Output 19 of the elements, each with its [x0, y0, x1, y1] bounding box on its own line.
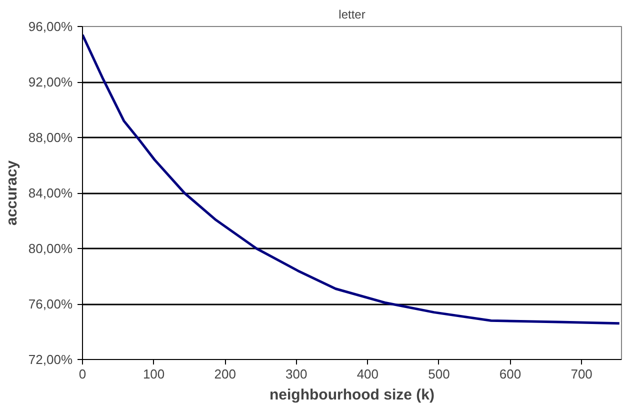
y-tick-label: 92,00% — [28, 74, 73, 90]
x-tick-label: 500 — [428, 366, 450, 382]
x-tick-label: 600 — [499, 366, 522, 382]
y-tick-label: 76,00% — [28, 296, 73, 312]
x-tick-label: 400 — [356, 366, 379, 382]
y-tick-label: 96,00% — [28, 19, 73, 34]
y-tick-label: 80,00% — [28, 241, 73, 256]
y-tick-label: 88,00% — [28, 130, 73, 145]
x-tick-label: 100 — [142, 366, 165, 382]
x-tick-label: 300 — [286, 366, 308, 382]
x-axis-title: neighbourhood size (k) — [270, 386, 435, 404]
x-tick-label: 200 — [214, 366, 236, 382]
y-tick-label: 72,00% — [28, 352, 73, 367]
y-tick-label: 84,00% — [28, 186, 73, 200]
y-axis-title: accuracy — [3, 160, 20, 226]
x-tick-label: 0 — [78, 366, 86, 382]
x-tick-label: 700 — [570, 366, 592, 382]
chart-title: letter — [338, 8, 366, 22]
line-series — [82, 34, 621, 325]
